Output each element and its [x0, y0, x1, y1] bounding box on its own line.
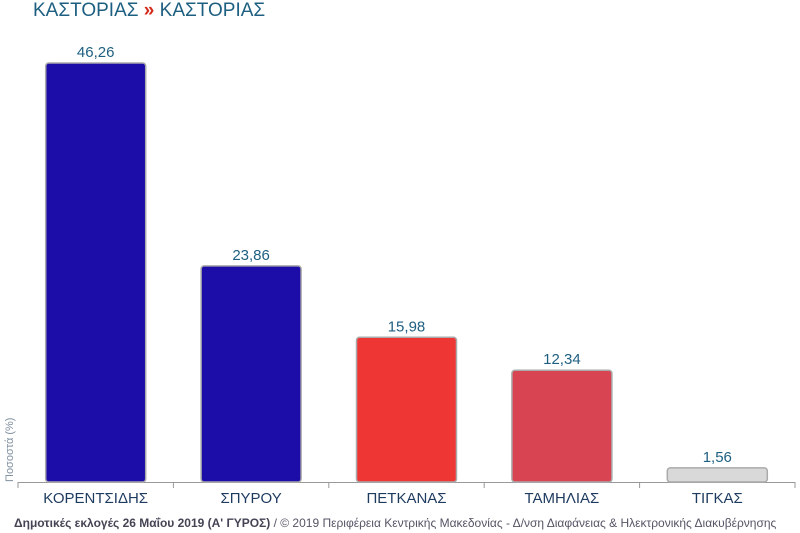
footer: Δημοτικές εκλογές 26 Μαΐου 2019 (Α' ΓΥΡΟ… — [14, 516, 776, 530]
footer-election: Δημοτικές εκλογές 26 Μαΐου 2019 (Α' ΓΥΡΟ… — [14, 516, 271, 530]
chart-title: ΚΑΣΤΟΡΙΑΣ » ΚΑΣΤΟΡΙΑΣ — [33, 0, 265, 22]
municipality-name: ΚΑΣΤΟΡΙΑΣ — [159, 0, 266, 21]
x-tick-label: ΣΠΥΡΟΥ — [220, 490, 281, 507]
data-label: 12,34 — [543, 351, 581, 368]
x-tick-label: ΤΙΓΚΑΣ — [692, 490, 743, 507]
breadcrumb-separator: » — [143, 0, 155, 21]
footer-copyright: / © 2019 Περιφέρεια Κεντρικής Μακεδονίας… — [270, 516, 777, 530]
bar-chart: 46,26 ΚΟΡΕΝΤΣΙΔΗΣ 23,86 ΣΠΥΡΟΥ 15,98 ΠΕΤΚΑΝΑΣ… — [4, 44, 796, 507]
data-label: 23,86 — [232, 247, 270, 264]
bar — [44, 62, 147, 483]
bar — [355, 336, 458, 483]
bar — [511, 369, 613, 483]
y-axis-label: Ποσοστά (%) — [4, 418, 16, 482]
bar — [666, 467, 769, 483]
bar — [200, 265, 302, 483]
data-label: 46,26 — [77, 44, 115, 61]
data-label: 1,56 — [703, 449, 732, 466]
x-tick-label: ΚΟΡΕΝΤΣΙΔΗΣ — [43, 490, 148, 507]
region-name: ΚΑΣΤΟΡΙΑΣ — [33, 0, 139, 21]
data-label: 15,98 — [388, 318, 426, 335]
x-tick-label: ΠΕΤΚΑΝΑΣ — [366, 490, 446, 507]
x-tick-label: ΤΑΜΗΛΙΑΣ — [524, 490, 599, 507]
